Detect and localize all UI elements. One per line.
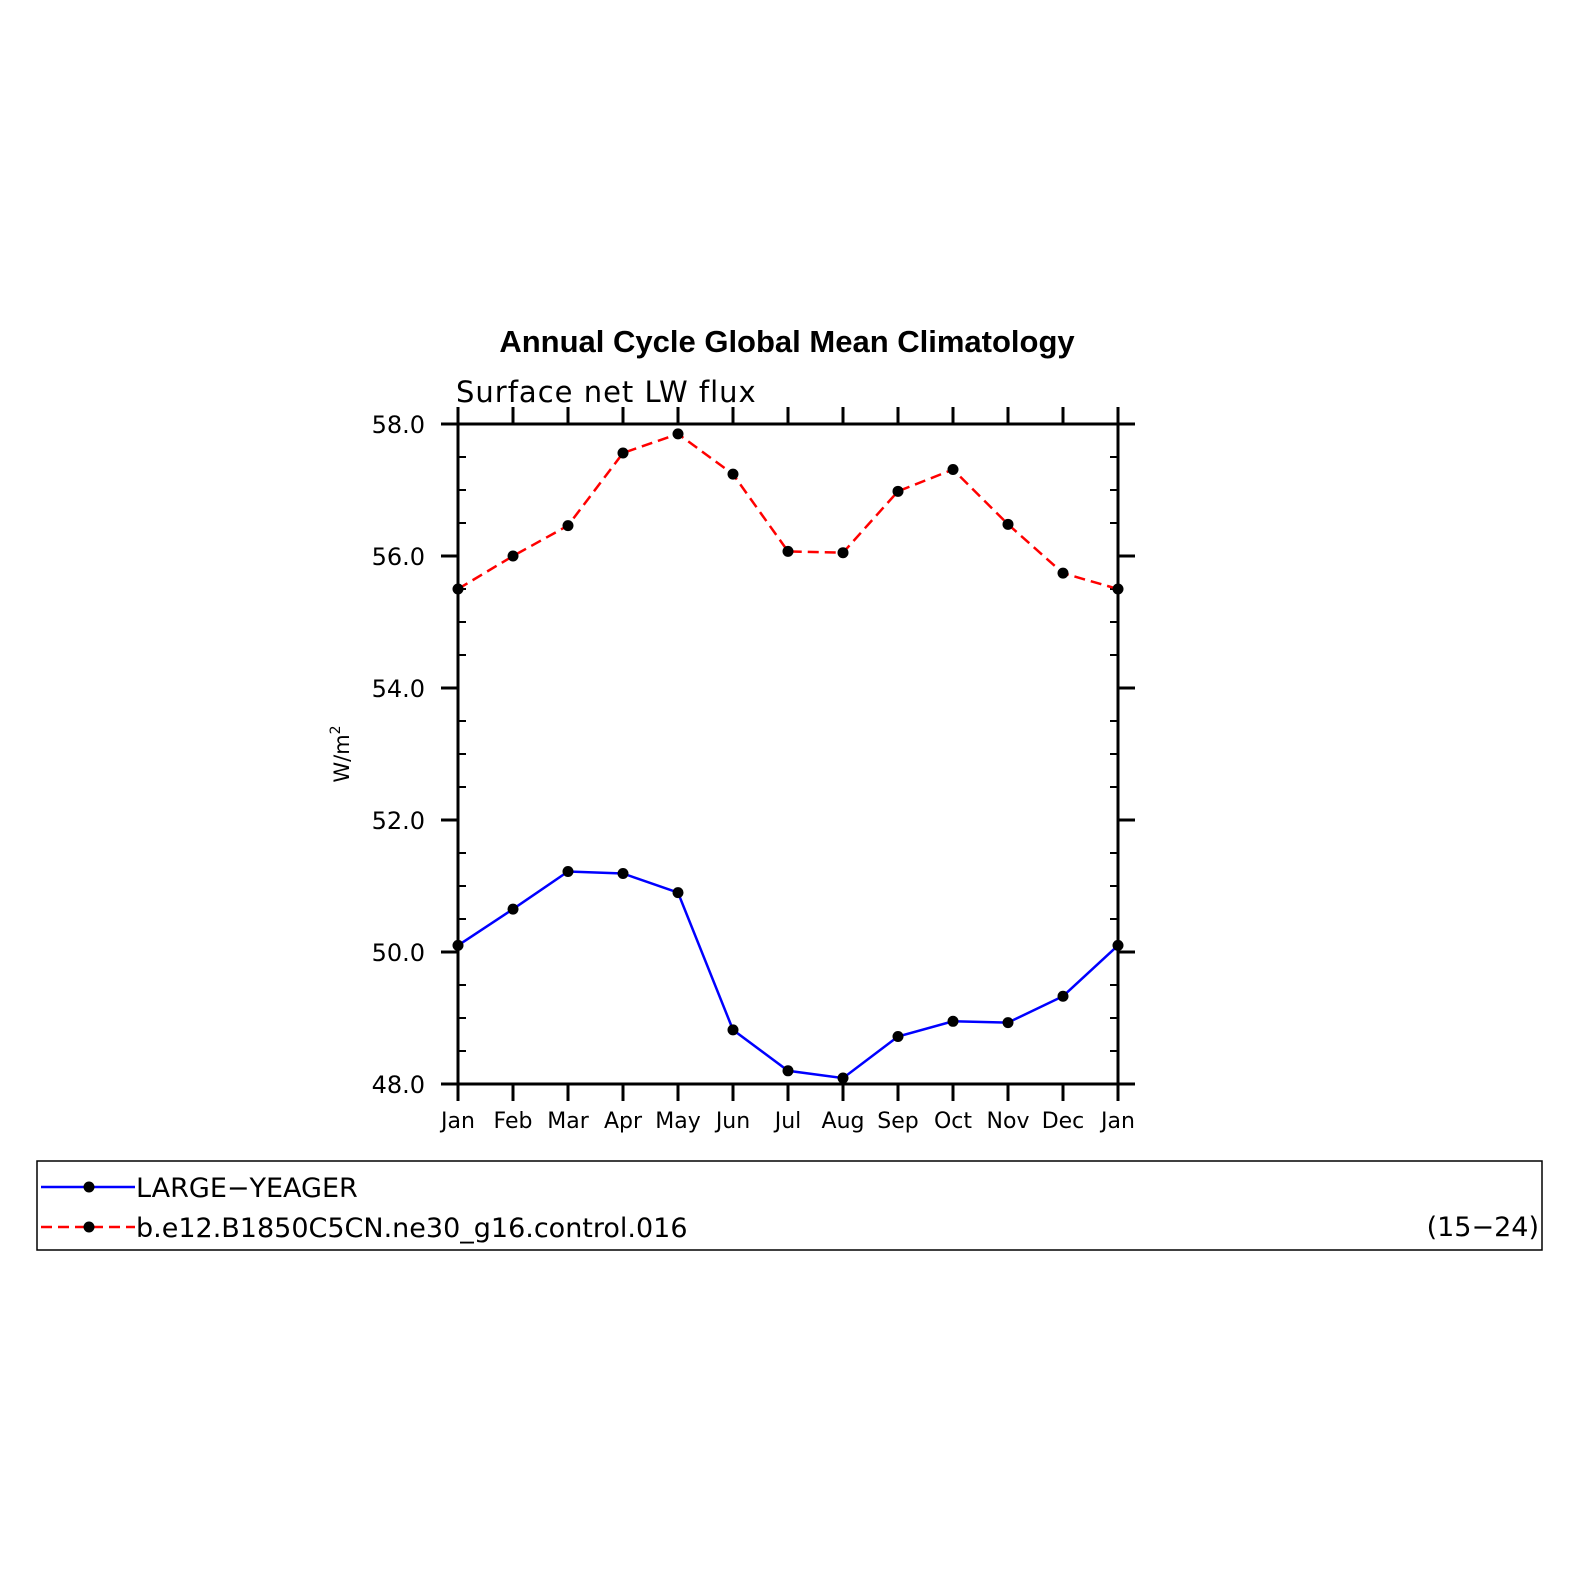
- series-1-point: [782, 1065, 794, 1077]
- axis-ticks: 48.0 50.0 52.0 54.0 56.0 58.0 Jan Feb Mar Apr May J…: [372, 407, 1135, 1134]
- plot-frame: [456, 422, 1120, 1086]
- series-1-point: [1002, 1017, 1014, 1029]
- series-2-point: [782, 545, 794, 557]
- series-2-point: [892, 485, 904, 497]
- series-layer: [452, 428, 1124, 1084]
- series-line-2: [457, 432, 1119, 591]
- x-tick-label: Aug: [822, 1109, 865, 1134]
- series-2-point: [617, 447, 629, 459]
- y-tick-label: 54.0: [372, 675, 425, 703]
- series-2-point: [837, 547, 849, 559]
- series-2-point: [947, 464, 959, 476]
- x-tick-label: Dec: [1042, 1109, 1085, 1134]
- x-tick-label: Nov: [987, 1109, 1030, 1134]
- series-1-point: [617, 867, 629, 879]
- series-1-point: [727, 1024, 739, 1036]
- x-tick-label: Apr: [604, 1109, 643, 1134]
- x-tick-label: Sep: [877, 1109, 918, 1134]
- y-tick-label: 52.0: [372, 807, 425, 835]
- legend-marker-1: [83, 1181, 95, 1193]
- series-line-1: [457, 870, 1119, 1080]
- legend-box: [36, 1160, 1543, 1251]
- y-tick-label: 56.0: [372, 543, 425, 571]
- legend-marker-2: [83, 1221, 95, 1233]
- x-tick-label: Mar: [547, 1109, 589, 1134]
- x-tick-label: May: [655, 1109, 700, 1134]
- series-1-point: [1112, 939, 1124, 951]
- series-1-point: [562, 865, 574, 877]
- y-axis-label-unit: W/m: [330, 734, 354, 782]
- chart-subtitle: Surface net LW flux: [456, 375, 757, 409]
- series-2-point: [562, 520, 574, 532]
- series-2-point: [1112, 583, 1124, 595]
- x-tick-label: Jun: [714, 1109, 750, 1134]
- y-axis-label: W/m2: [328, 725, 354, 782]
- series-1-point: [892, 1030, 904, 1042]
- legend-note: (15−24): [1427, 1212, 1539, 1243]
- y-axis-label-exponent: 2: [328, 725, 344, 734]
- plot-area: 48.0 50.0 52.0 54.0 56.0 58.0 Jan Feb Mar Apr May J…: [372, 407, 1135, 1134]
- series-1-point: [1057, 990, 1069, 1002]
- legend-label-1: LARGE−YEAGER: [136, 1173, 358, 1204]
- series-2-point: [672, 428, 684, 440]
- series-1-point: [837, 1072, 849, 1084]
- x-tick-label: Jan: [439, 1109, 475, 1134]
- series-1-point: [947, 1015, 959, 1027]
- x-tick-label: Jan: [1099, 1109, 1135, 1134]
- legend-items: LARGE−YEAGER b.e12.B1850C5CN.ne30_g16.con…: [41, 1173, 688, 1244]
- series-2-point: [1057, 567, 1069, 579]
- series-1-point: [507, 903, 519, 915]
- y-tick-label: 50.0: [372, 939, 425, 967]
- series-1-point: [452, 939, 464, 951]
- legend: LARGE−YEAGER b.e12.B1850C5CN.ne30_g16.con…: [36, 1160, 1543, 1251]
- x-tick-label: Jul: [773, 1109, 802, 1134]
- series-1-point: [672, 887, 684, 899]
- series-2-point: [507, 550, 519, 562]
- y-tick-label: 48.0: [372, 1071, 425, 1099]
- legend-label-2: b.e12.B1850C5CN.ne30_g16.control.016: [136, 1213, 688, 1244]
- x-tick-label: Feb: [494, 1109, 533, 1134]
- chart-title: Annual Cycle Global Mean Climatology: [499, 324, 1075, 359]
- series-2-point: [452, 583, 464, 595]
- x-tick-label: Oct: [934, 1109, 972, 1134]
- series-2-point: [727, 468, 739, 480]
- y-tick-label: 58.0: [372, 411, 425, 439]
- series-2-point: [1002, 518, 1014, 530]
